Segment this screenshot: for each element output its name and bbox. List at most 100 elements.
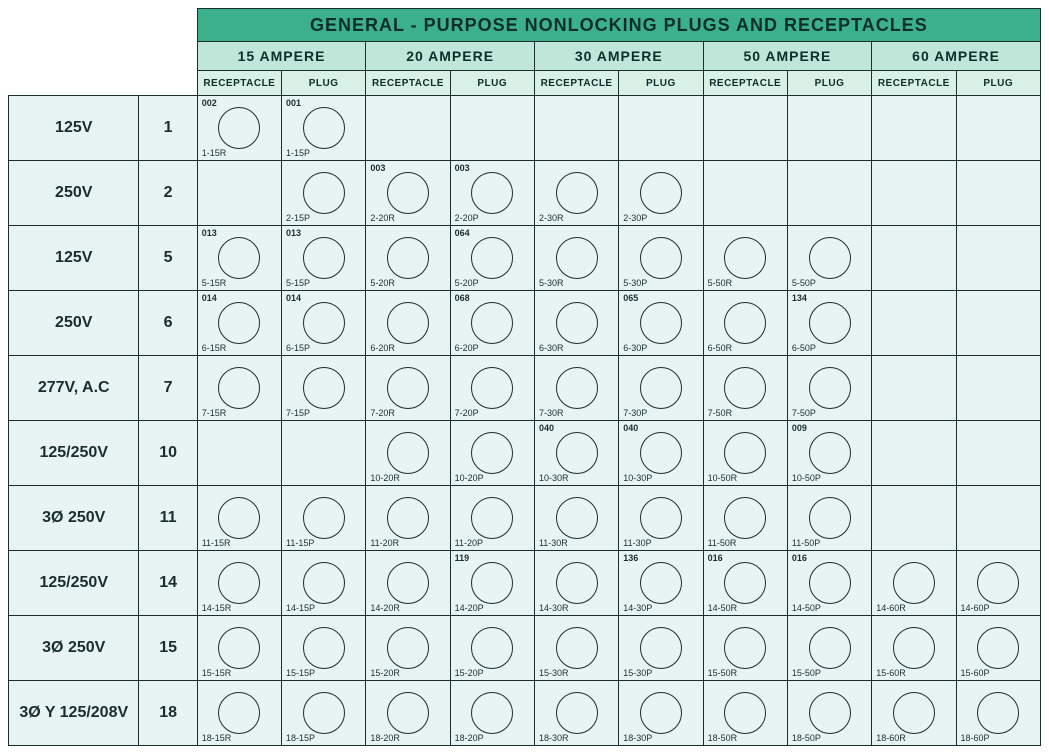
subhead-30-recep: RECEPTACLE <box>534 71 618 96</box>
plug-diagram-icon <box>471 497 513 539</box>
plug-diagram-icon <box>471 432 513 474</box>
plug-diagram-icon <box>640 497 682 539</box>
plug-diagram-icon <box>977 562 1019 604</box>
corner-blank <box>9 9 198 96</box>
plug-cell <box>956 291 1041 356</box>
plug-diagram-icon <box>556 692 598 734</box>
nema-code: 10-30P <box>623 473 652 483</box>
plug-cell: 14-60P <box>956 551 1041 616</box>
ref-number: 016 <box>708 553 723 563</box>
amp-group-60: 60 AMPERE <box>872 42 1041 71</box>
nema-code: 15-20P <box>455 668 484 678</box>
plug-diagram-icon <box>303 107 345 149</box>
plug-cell <box>282 421 366 486</box>
plug-cell <box>872 356 956 421</box>
amp-group-30: 30 AMPERE <box>534 42 703 71</box>
plug-diagram-icon <box>387 237 429 279</box>
plug-cell <box>872 96 956 161</box>
voltage-cell: 3Ø 250V <box>9 486 139 551</box>
plug-diagram-icon <box>556 627 598 669</box>
plug-diagram-icon <box>977 692 1019 734</box>
plug-cell: 15-60P <box>956 616 1041 681</box>
index-cell: 2 <box>139 161 197 226</box>
plug-cell: 0146-15P <box>282 291 366 356</box>
plug-cell: 0135-15R <box>197 226 281 291</box>
subhead-60-recep: RECEPTACLE <box>872 71 956 96</box>
plug-diagram-icon <box>640 237 682 279</box>
plug-cell: 14-60R <box>872 551 956 616</box>
plug-diagram-icon <box>387 432 429 474</box>
plug-diagram-icon <box>303 237 345 279</box>
plug-cell: 10-50R <box>703 421 787 486</box>
table-row: 277V, A.C77-15R7-15P7-20R7-20P7-30R7-30P… <box>9 356 1041 421</box>
nema-code: 14-15P <box>286 603 315 613</box>
index-cell: 11 <box>139 486 197 551</box>
nema-code: 6-15P <box>286 343 310 353</box>
plug-cell <box>197 161 281 226</box>
plug-diagram-icon <box>556 497 598 539</box>
plug-cell: 0032-20P <box>450 161 534 226</box>
ref-number: 014 <box>202 293 217 303</box>
plug-cell: 04010-30P <box>619 421 703 486</box>
plug-diagram-icon <box>471 562 513 604</box>
plug-diagram-icon <box>893 627 935 669</box>
nema-code: 15-60P <box>961 668 990 678</box>
nema-code: 2-30R <box>539 213 564 223</box>
plug-cell <box>956 161 1041 226</box>
voltage-cell: 125V <box>9 226 139 291</box>
ref-number: 002 <box>202 98 217 108</box>
plug-diagram-icon <box>556 432 598 474</box>
plug-diagram-icon <box>218 692 260 734</box>
nema-code: 15-60R <box>876 668 906 678</box>
nema-code: 5-15P <box>286 278 310 288</box>
voltage-cell: 3Ø 250V <box>9 616 139 681</box>
ref-number: 068 <box>455 293 470 303</box>
nema-code: 7-30R <box>539 408 564 418</box>
plug-cell: 7-50R <box>703 356 787 421</box>
nema-code: 14-50R <box>708 603 738 613</box>
nema-code: 6-30R <box>539 343 564 353</box>
nema-code: 10-20P <box>455 473 484 483</box>
plug-cell: 7-15P <box>282 356 366 421</box>
plug-diagram-icon <box>471 302 513 344</box>
plug-diagram-icon <box>640 562 682 604</box>
amp-group-20: 20 AMPERE <box>366 42 535 71</box>
nema-code: 2-20P <box>455 213 479 223</box>
nema-code: 7-20P <box>455 408 479 418</box>
nema-code: 14-60P <box>961 603 990 613</box>
plug-diagram-icon <box>387 497 429 539</box>
table-row: 3Ø 250V1111-15R11-15P11-20R11-20P11-30R1… <box>9 486 1041 551</box>
table-body: 125V10021-15R0011-15P250V22-15P0032-20R0… <box>9 96 1041 746</box>
plug-diagram-icon <box>893 562 935 604</box>
plug-cell: 5-20R <box>366 226 450 291</box>
plug-diagram-icon <box>724 497 766 539</box>
ref-number: 134 <box>792 293 807 303</box>
nema-code: 14-30P <box>623 603 652 613</box>
table-row: 250V60146-15R0146-15P6-20R0686-20P6-30R0… <box>9 291 1041 356</box>
plug-diagram-icon <box>303 562 345 604</box>
voltage-cell: 125/250V <box>9 421 139 486</box>
nema-code: 11-20P <box>455 538 483 548</box>
nema-code: 11-30R <box>539 538 568 548</box>
plug-cell: 15-50R <box>703 616 787 681</box>
nema-code: 14-15R <box>202 603 232 613</box>
plug-cell: 016 14-50R <box>703 551 787 616</box>
plug-cell <box>872 291 956 356</box>
table-row: 3Ø 250V1515-15R15-15P15-20R15-20P15-30R1… <box>9 616 1041 681</box>
plug-diagram-icon <box>471 237 513 279</box>
voltage-cell: 125V <box>9 96 139 161</box>
plug-cell: 18-20R <box>366 681 450 746</box>
subhead-60-plug: PLUG <box>956 71 1041 96</box>
plug-cell: 18-30R <box>534 681 618 746</box>
table-row: 125V50135-15R0135-15P5-20R0645-20P5-30R5… <box>9 226 1041 291</box>
plug-cell: 11-30R <box>534 486 618 551</box>
nema-code: 10-50P <box>792 473 821 483</box>
plug-cell: 14-15P <box>282 551 366 616</box>
plug-cell: 00910-50P <box>787 421 871 486</box>
nema-code: 5-15R <box>202 278 227 288</box>
plug-cell: 14-30R <box>534 551 618 616</box>
plug-cell: 0146-15R <box>197 291 281 356</box>
nema-code: 15-30R <box>539 668 569 678</box>
nema-code: 11-50P <box>792 538 820 548</box>
table-row: 125/250V1414-15R14-15P14-20R11914-20P14-… <box>9 551 1041 616</box>
